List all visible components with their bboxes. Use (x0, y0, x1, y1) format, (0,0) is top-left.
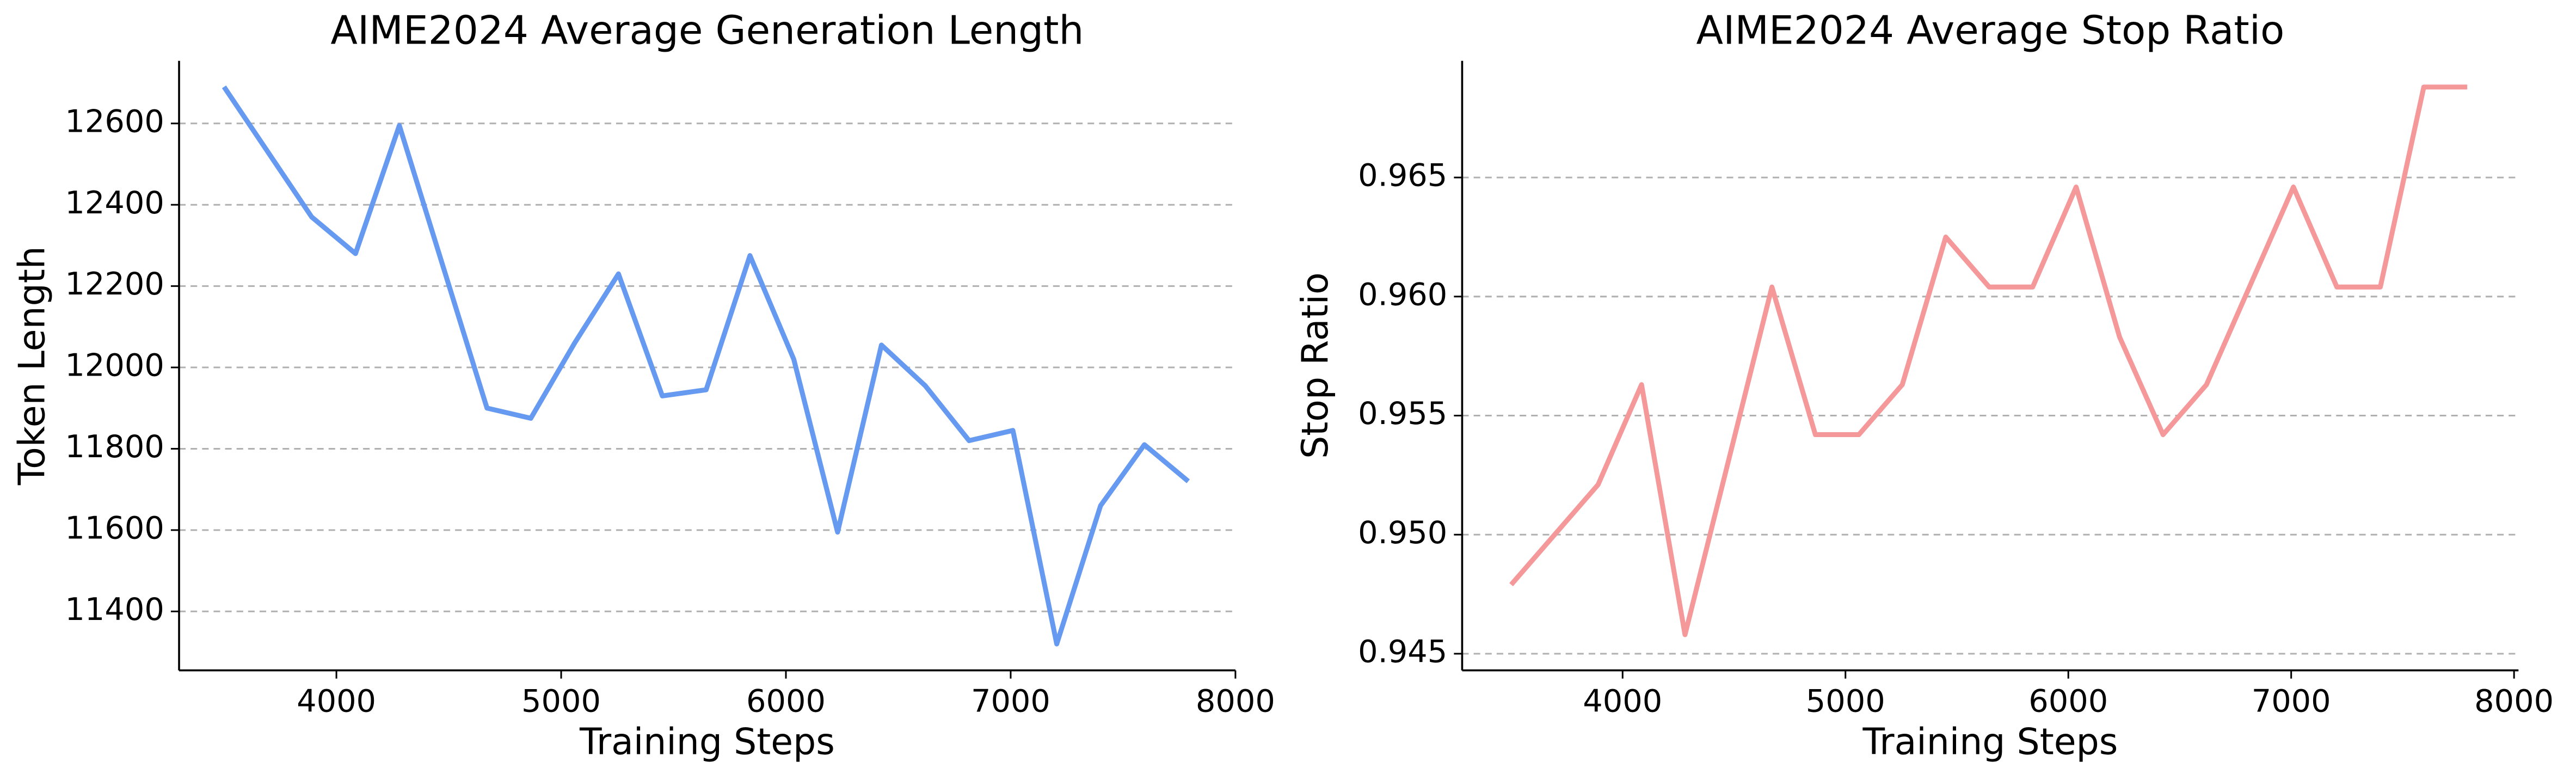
y-tick-label: 0.945 (1358, 634, 1447, 670)
y-axis-label: Stop Ratio (1294, 272, 1336, 459)
y-tick-label: 12200 (65, 266, 164, 302)
y-tick-label: 11600 (65, 509, 164, 546)
y-tick-label: 0.955 (1358, 395, 1447, 432)
y-tick-label: 0.960 (1358, 276, 1447, 312)
x-tick-label: 6000 (2028, 683, 2108, 720)
y-tick-label: 12000 (65, 347, 164, 384)
y-tick-label: 11800 (65, 428, 164, 465)
y-tick-label: 11400 (65, 591, 164, 628)
y-tick-label: 12600 (65, 103, 164, 139)
x-tick-label: 7000 (2252, 683, 2331, 720)
y-tick-label: 0.965 (1358, 157, 1447, 194)
data-line (222, 85, 1190, 647)
x-tick-label: 5000 (1806, 683, 1885, 720)
y-tick-label: 12400 (65, 185, 164, 221)
data-line (1509, 84, 2468, 637)
x-tick-label: 7000 (971, 683, 1050, 720)
y-axis-label: Token Length (10, 246, 53, 486)
x-tick-label: 4000 (297, 683, 376, 720)
chart-title: AIME2024 Average Generation Length (330, 8, 1084, 53)
chart-title: AIME2024 Average Stop Ratio (1696, 8, 2285, 53)
x-tick-label: 8000 (1196, 683, 1275, 720)
x-tick-label: 4000 (1583, 683, 1662, 720)
x-tick-label: 6000 (746, 683, 826, 720)
x-axis-label: Training Steps (579, 721, 835, 763)
x-tick-label: 8000 (2474, 683, 2554, 720)
x-axis-label: Training Steps (1862, 721, 2118, 763)
y-tick-label: 0.950 (1358, 514, 1447, 551)
x-tick-label: 5000 (521, 683, 601, 720)
